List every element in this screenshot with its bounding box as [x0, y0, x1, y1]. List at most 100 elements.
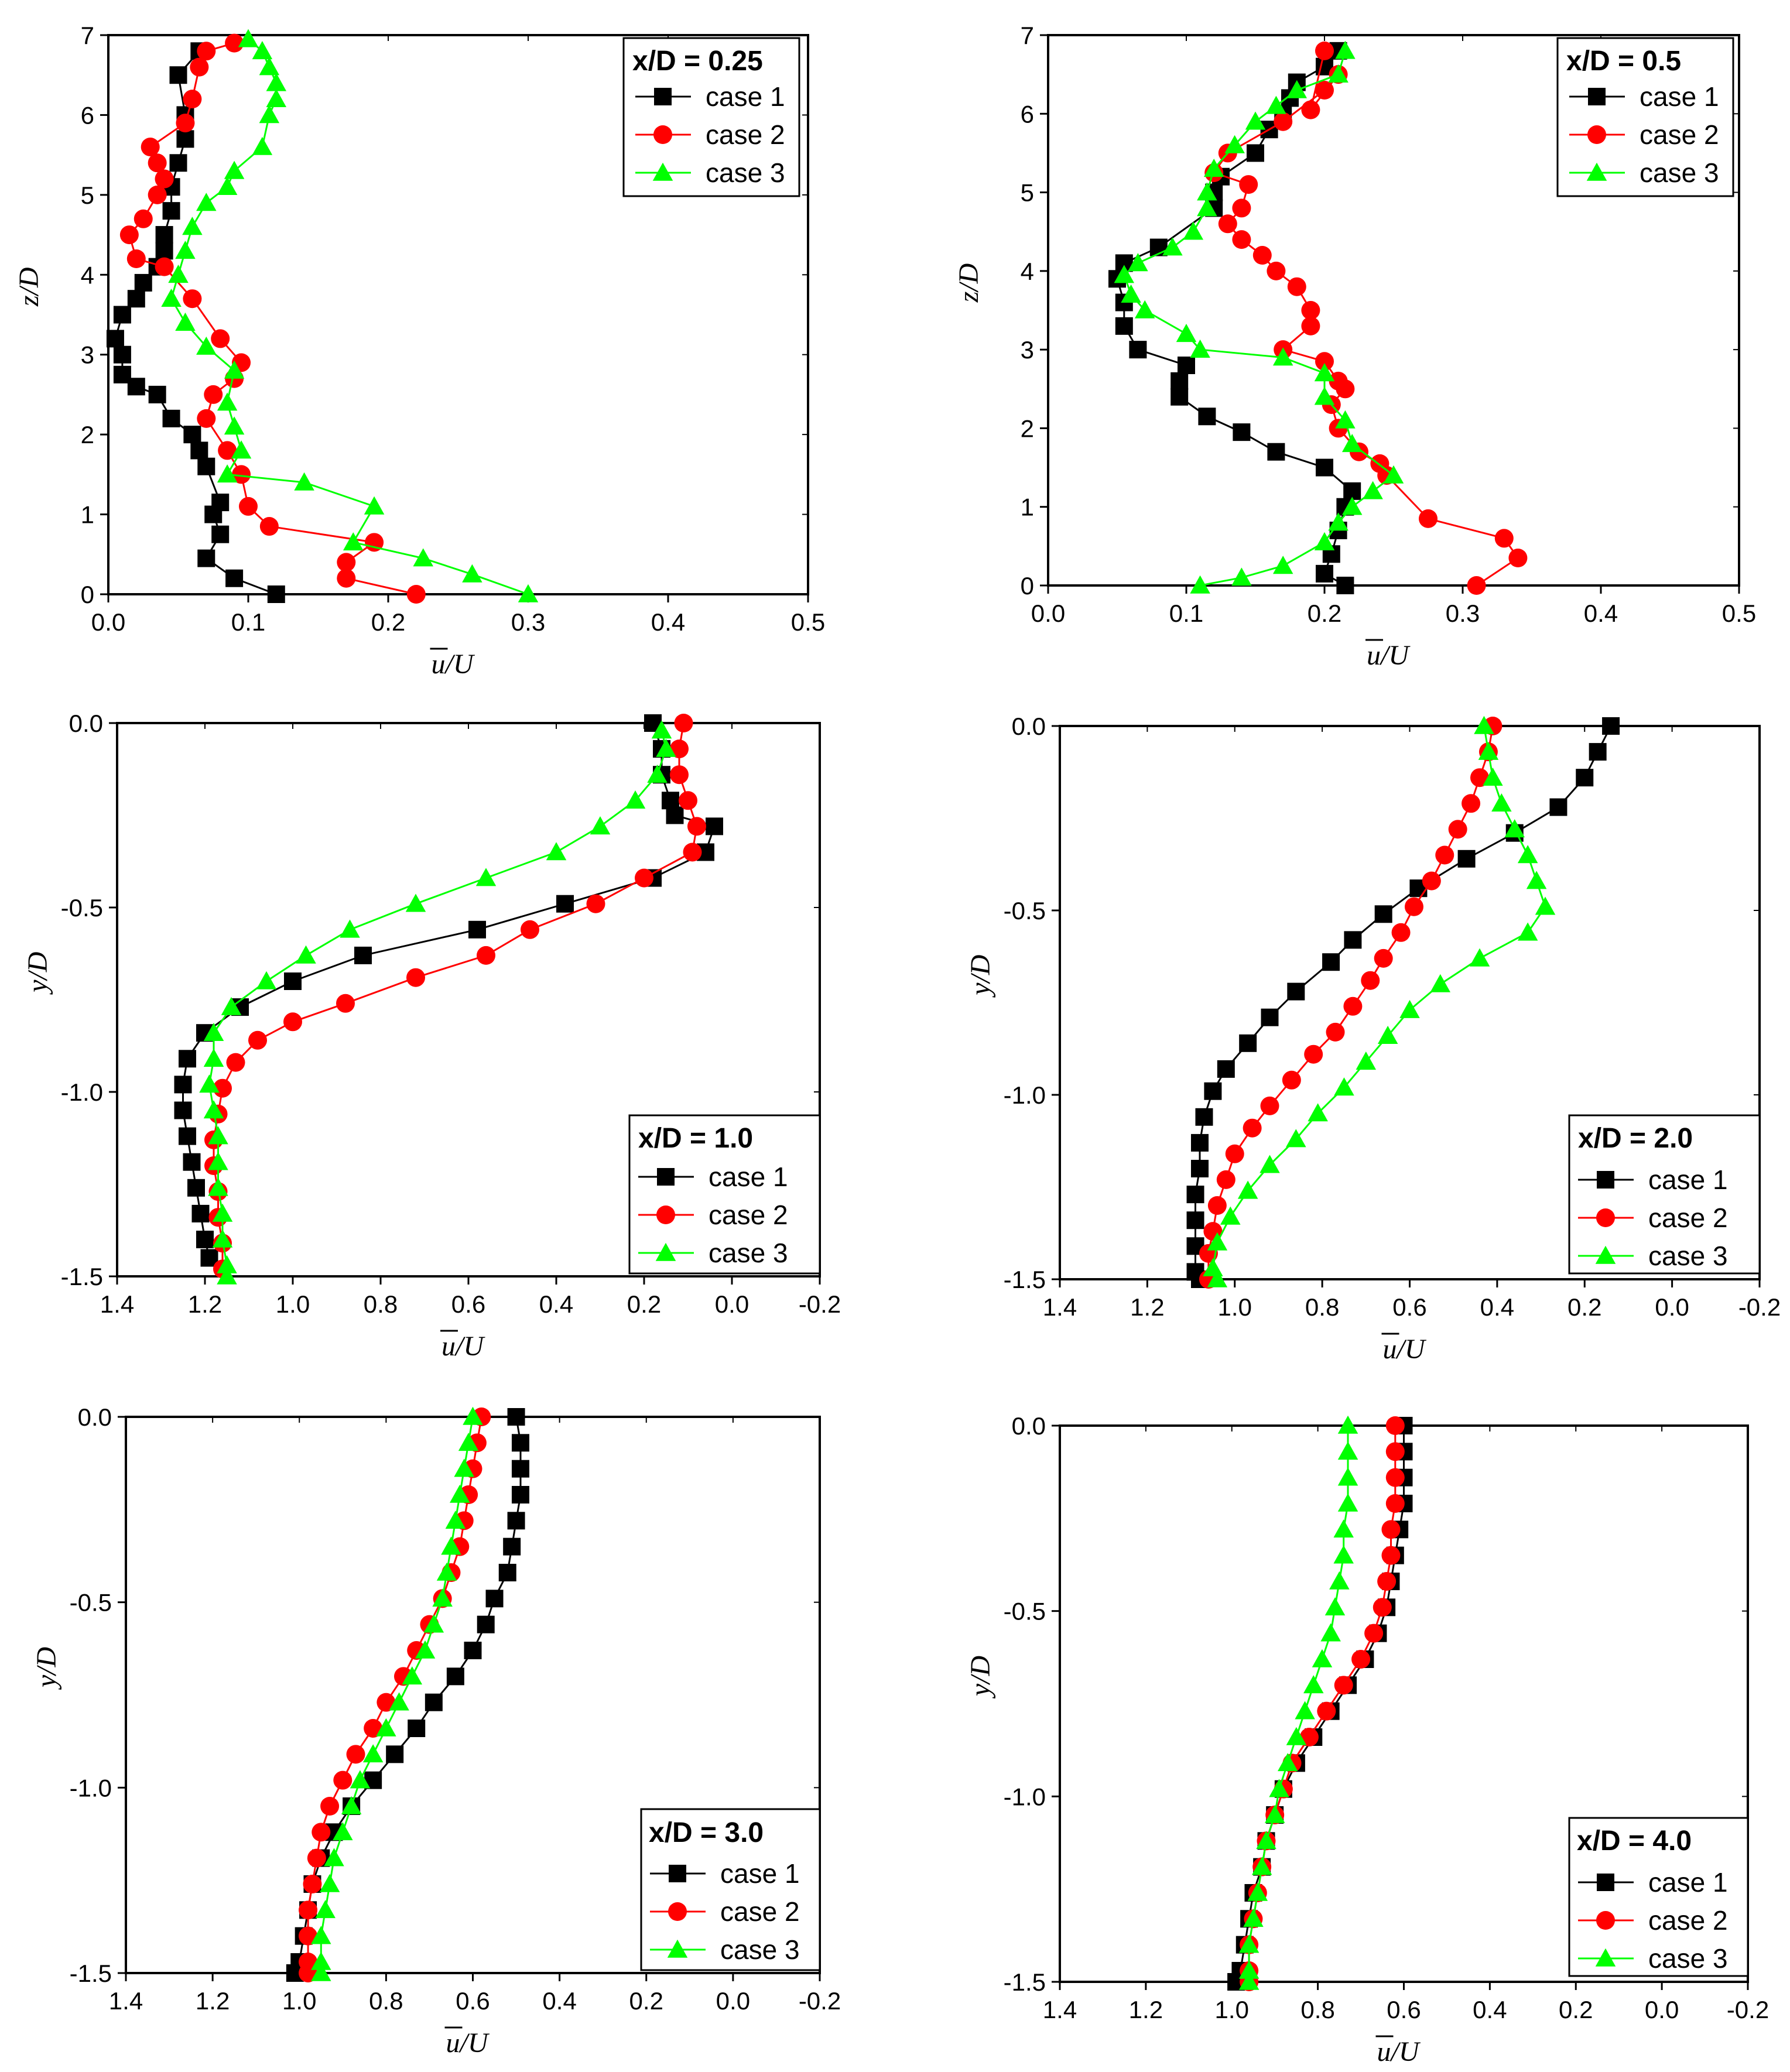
legend: x/D = 0.5 case 1 case 2 case 3: [1556, 37, 1734, 197]
x-axis-label: u/U: [441, 1331, 485, 1362]
data-point-case-3: [1491, 793, 1512, 812]
x-tick-label: 0.8: [1300, 1996, 1334, 2023]
data-point-case-3: [224, 360, 245, 379]
legend-marker-case-3: [652, 162, 673, 181]
data-point-case-2: [1315, 41, 1334, 60]
data-point-case-3: [1197, 198, 1217, 217]
data-point-case-1: [503, 1537, 521, 1556]
data-point-case-3: [182, 217, 203, 235]
series-case-1: [174, 714, 723, 1267]
series-case-1: [1186, 717, 1620, 1288]
x-tick-label: -0.2: [799, 1987, 841, 2015]
x-tick-label: 0.4: [1584, 600, 1618, 627]
x-tick-label: 0.0: [716, 1987, 750, 2015]
data-point-case-3: [1264, 1804, 1285, 1823]
data-point-case-2: [406, 585, 426, 604]
y-tick-label: 3: [1021, 336, 1034, 364]
data-point-case-1: [1178, 357, 1195, 374]
data-point-case-1: [162, 202, 180, 220]
x-tick-label: 0.4: [542, 1987, 576, 2015]
data-point-case-2: [1232, 230, 1251, 249]
data-point-case-1: [1247, 144, 1264, 162]
legend-box: [628, 1114, 821, 1275]
plot-area: 1.4 1.2 1.0 0.8 0.6 0.4 0.2 0.0 -0.2 0.0 -0.5 -1.0 -…: [31, 1403, 841, 2059]
data-point-case-3: [1483, 767, 1503, 786]
data-point-case-1: [464, 1642, 482, 1659]
data-point-case-2: [365, 533, 384, 552]
data-point-case-3: [1474, 715, 1494, 734]
data-point-case-2: [1304, 1044, 1323, 1064]
data-point-case-2: [204, 385, 223, 404]
y-axis-label: y/D: [22, 952, 53, 995]
y-tick-label: -0.5: [1004, 897, 1046, 924]
data-point-case-2: [190, 57, 209, 77]
data-point-case-3: [376, 1718, 396, 1737]
data-point-case-3: [1312, 1649, 1333, 1667]
data-point-case-3: [1324, 1597, 1346, 1616]
legend-marker-case-1: [1597, 1171, 1614, 1189]
x-tick-label: 1.0: [276, 1290, 310, 1318]
data-point-case-1: [1204, 1082, 1222, 1100]
y-tick-label: 1: [1021, 494, 1034, 521]
data-point-case-3: [1478, 741, 1499, 760]
data-point-case-2: [1373, 1598, 1392, 1617]
data-point-case-3: [1337, 1467, 1358, 1486]
series-case-3: [1238, 1415, 1358, 1990]
legend-label-case-1: case 1: [1648, 1165, 1728, 1195]
legend-box: [1568, 1817, 1749, 1977]
data-point-case-3: [217, 1255, 237, 1273]
data-point-case-2: [1462, 794, 1481, 813]
x-tick-label: 0.4: [539, 1290, 573, 1318]
data-point-case-3: [1333, 1519, 1354, 1538]
data-point-case-2: [670, 739, 689, 759]
x-tick-label: 0.3: [1446, 600, 1480, 627]
data-point-case-3: [1134, 300, 1155, 318]
data-point-case-3: [259, 57, 280, 76]
data-point-case-2: [1260, 1096, 1279, 1115]
data-point-case-1: [196, 1231, 214, 1248]
data-point-case-2: [1377, 1572, 1397, 1591]
x-axis-label: u/U: [1383, 1334, 1427, 1365]
data-point-case-3: [175, 241, 196, 259]
y-tick-label: 2: [1021, 415, 1034, 442]
legend-marker-case-1: [1597, 1874, 1614, 1891]
data-point-case-3: [238, 29, 259, 47]
data-point-case-3: [1504, 819, 1525, 838]
data-point-case-1: [113, 306, 131, 324]
data-point-case-1: [477, 1615, 495, 1633]
data-point-case-3: [224, 160, 245, 179]
data-point-case-2: [155, 169, 174, 189]
data-point-case-2: [1422, 871, 1441, 891]
data-point-case-2: [1282, 1070, 1301, 1090]
x-tick-label: -0.2: [799, 1290, 841, 1318]
x-tick-label: 0.2: [1308, 600, 1341, 627]
legend-label-case-2: case 2: [706, 119, 785, 150]
data-point-case-1: [1287, 982, 1305, 1001]
data-point-case-2: [239, 496, 258, 516]
x-tick-label: 0.0: [91, 608, 125, 636]
legend-marker-case-3: [667, 1939, 688, 1958]
data-point-case-1: [507, 1512, 525, 1530]
data-point-case-1: [556, 895, 574, 913]
legend-marker-case-2: [1596, 1208, 1615, 1227]
plot-area: 0.0 0.1 0.2 0.3 0.4 0.5 0 1 2 3 4 5 6 7 u/U z/D: [953, 22, 1756, 671]
data-point-case-3: [203, 1049, 224, 1067]
legend-label-case-3: case 3: [709, 1238, 788, 1268]
data-point-case-3: [217, 1266, 237, 1285]
data-point-case-3: [463, 1406, 483, 1425]
legend-marker-case-3: [1586, 162, 1607, 181]
legend-marker-case-3: [1595, 1948, 1616, 1967]
legend: x/D = 0.25 case 1 case 2 case 3: [622, 37, 800, 197]
data-point-case-3: [475, 868, 497, 886]
legend-box: [640, 1808, 821, 1971]
data-point-case-2: [1301, 301, 1320, 320]
legend-marker-case-2: [656, 1205, 675, 1224]
data-point-case-2: [1267, 261, 1286, 280]
y-tick-label: 0: [1021, 572, 1034, 600]
data-point-case-3: [266, 73, 287, 91]
data-point-case-2: [1508, 549, 1528, 567]
legend-label-case-1: case 1: [720, 1858, 800, 1889]
data-point-case-1: [511, 1434, 529, 1452]
data-point-case-3: [175, 312, 196, 331]
